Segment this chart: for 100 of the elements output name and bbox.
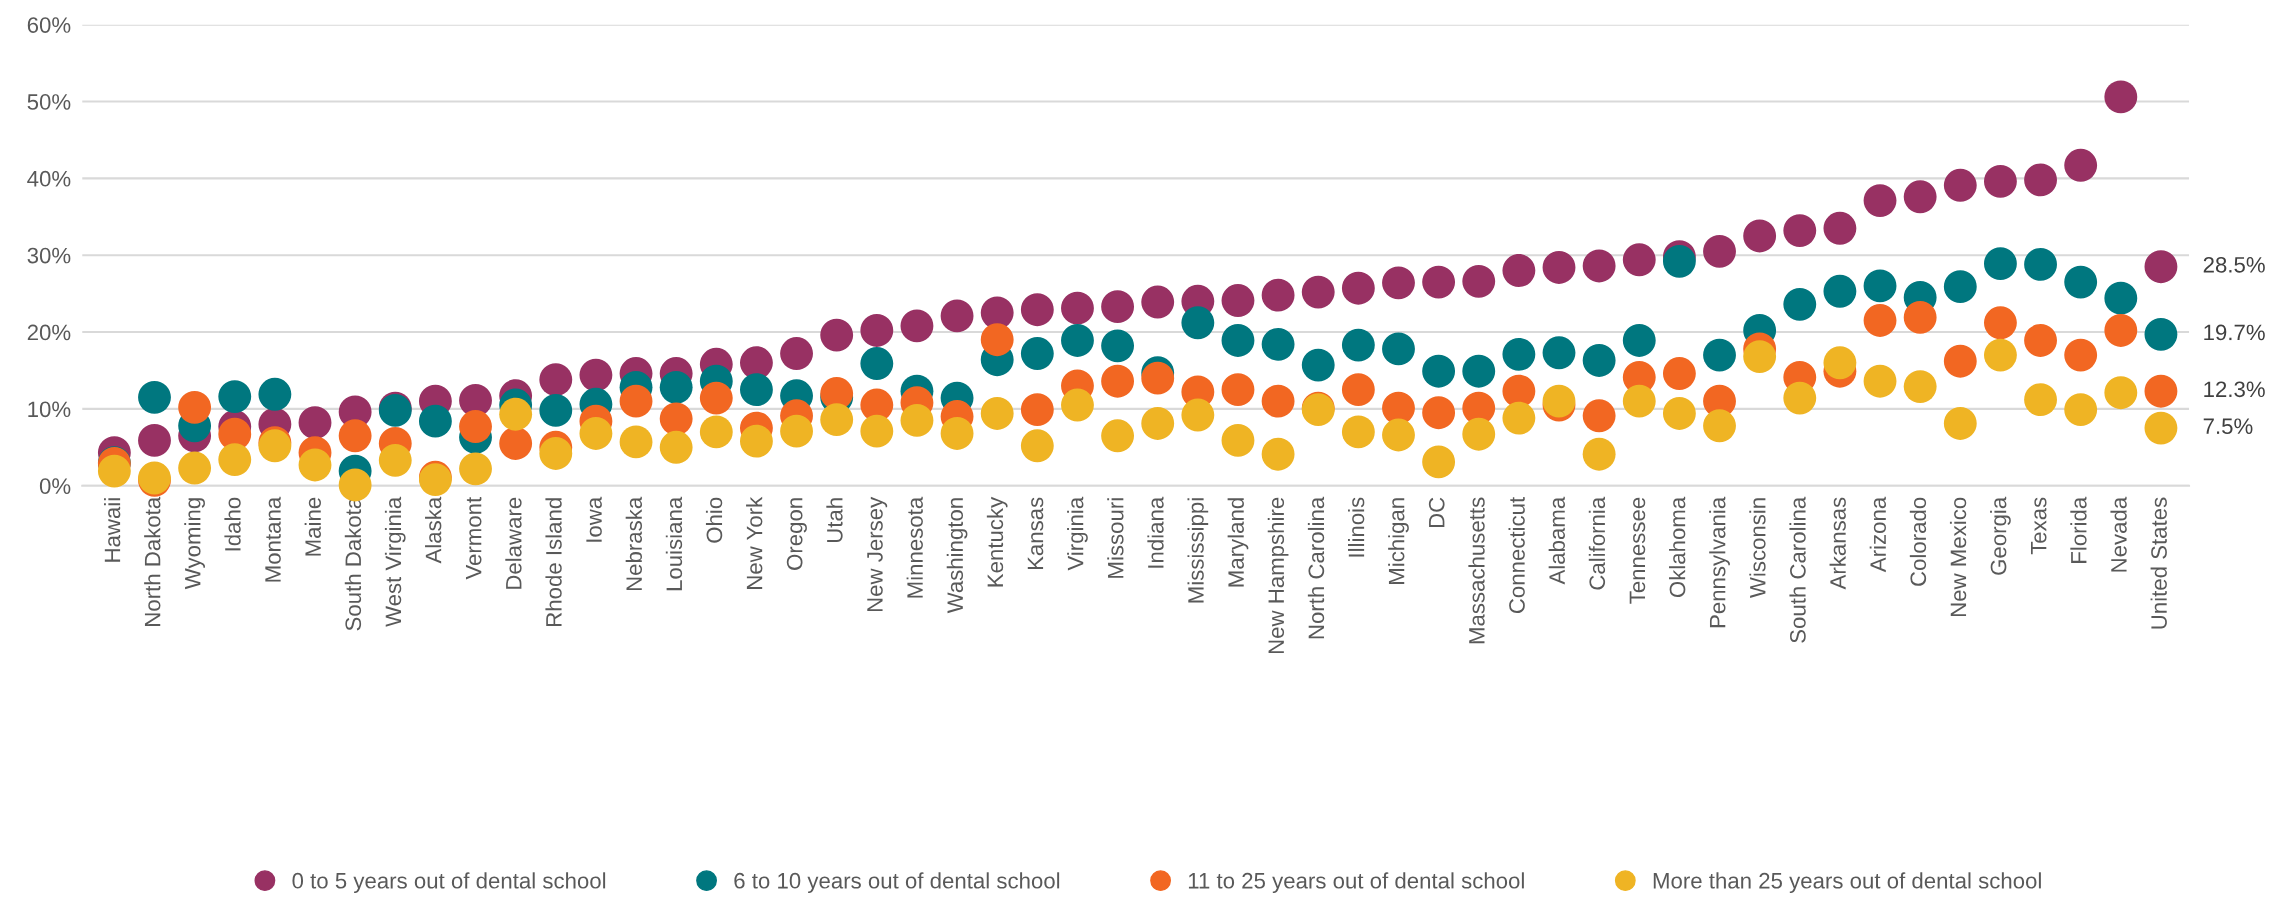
point [1823,211,1857,245]
point [1101,329,1135,363]
point [1743,340,1777,374]
x-tick-label: Massachusetts [1468,497,1485,644]
point [298,406,332,440]
y-tick-label: 40% [27,170,71,187]
point [900,309,934,343]
point [1422,265,1456,299]
point [1061,291,1094,325]
x-tick-label: Illinois [1348,497,1365,557]
point [579,417,613,450]
point [1422,354,1456,388]
point [258,377,292,411]
point [459,410,492,443]
point [739,373,773,407]
point [1983,164,2017,198]
point [97,454,131,488]
point [1462,264,1496,298]
point [1462,354,1496,388]
point [1662,397,1696,430]
point [860,347,894,380]
point [1181,306,1215,340]
x-tick-label: North Carolina [1307,496,1325,639]
point [1502,401,1536,435]
x-tick-label: Washington [946,498,968,614]
point [980,397,1014,430]
legend-label: 11 to 25 years out of dental school [1188,872,1524,893]
point [1341,271,1375,305]
point [1823,346,1857,380]
point [1903,300,1937,334]
point [2144,374,2178,408]
point [499,427,533,460]
point [2064,148,2098,182]
x-tick-label: Maine [304,497,321,556]
point [659,370,693,404]
point [218,443,252,477]
x-tick-label: Vermont [465,496,482,580]
point [1181,398,1215,432]
x-tick-label: North Dakota [144,496,161,626]
x-tick-label: Alaska [425,496,442,564]
x-tick-label: South Carolina [1789,496,1806,643]
point [178,451,212,485]
point [1542,336,1576,370]
point [2064,393,2098,427]
y-tick-label: 10% [28,401,71,418]
point [218,380,252,414]
data-label: 7.5% [2203,418,2253,435]
point [1261,437,1295,471]
x-tick-label: Nebraska [625,496,642,591]
point [1101,419,1135,453]
x-tick-label: Maryland [1227,498,1249,587]
x-tick-label: New Mexico [1949,497,1967,617]
point [860,314,894,347]
data-label: 12.3% [2204,381,2265,398]
point [1582,344,1616,377]
point [1221,324,1255,357]
x-tick-label: Oklahoma [1669,496,1686,598]
point [659,402,693,436]
point [1502,254,1536,287]
x-tick-label: Minnesota [906,496,923,598]
x-tick-label: Arizona [1869,496,1886,573]
x-tick-label: Rhode Island [545,498,562,626]
point [1863,364,1897,398]
point [699,415,733,449]
x-tick-label: Utah [826,498,843,543]
point [1943,407,1977,440]
x-tick-label: Nevada [2110,496,2127,572]
point [539,363,573,397]
point [1863,184,1897,218]
y-tick-label: 0% [39,478,71,494]
point [579,358,613,392]
x-tick-label: Montana [265,496,281,582]
point [2064,338,2098,372]
point [1061,388,1094,422]
x-tick-label: Colorado [1909,497,1927,586]
x-tick-label: Alabama [1548,496,1565,585]
point [1783,287,1817,321]
point [2144,317,2178,351]
point [539,437,573,470]
point [900,403,934,437]
point [338,419,372,453]
point [1582,399,1616,433]
point [1703,409,1736,443]
x-tick-label: California [1588,496,1606,590]
x-tick-label: Florida [2070,496,2087,563]
x-tick-label: Oregon [786,498,807,570]
x-tick-label: Mississippi [1187,498,1209,603]
point [1020,393,1054,427]
point [2024,247,2057,281]
point [1703,234,1736,268]
x-tick-label: New Jersey [867,496,888,612]
point [940,299,974,333]
point [1823,274,1857,308]
point [1582,437,1616,471]
point [1101,290,1135,324]
point [1341,373,1375,407]
point [1061,324,1094,357]
y-tick-label: 50% [27,94,71,110]
point [1301,275,1335,309]
point [2104,376,2138,410]
